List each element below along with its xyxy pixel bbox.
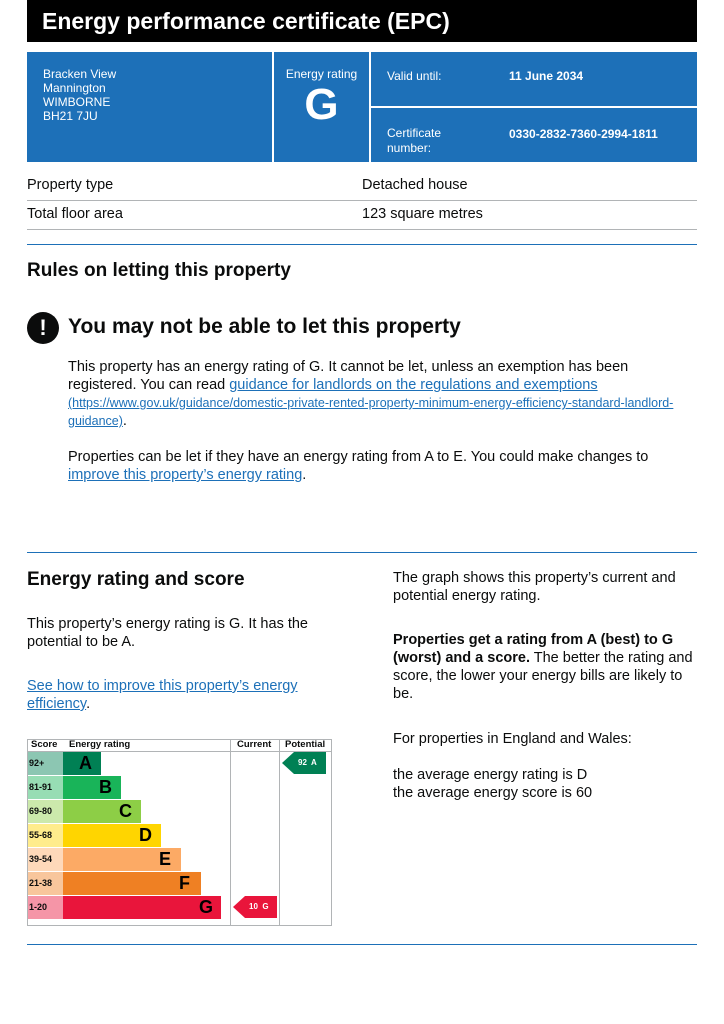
band-score-range: 81-91 [29,782,53,792]
band-score-cell [28,896,63,919]
current-rating-arrow-shape [233,896,277,918]
property-type-value: Detached house [362,177,468,193]
table-row: Property type Detached house [27,172,697,201]
rating-band-bar [63,776,121,799]
average-rating: the average energy rating is D [393,767,588,783]
improve-efficiency-paragraph: See how to improve this property’s energ… [27,677,347,713]
potential-rating-arrow-shape [282,752,326,774]
rating-explanation: Properties get a rating from A (best) to… [393,631,698,703]
rating-explanation-bold: Properties get a rating from A (best) to… [393,632,674,666]
rating-paragraph: This property’s energy rating is G. It h… [27,616,309,650]
letting-heading: Rules on letting this property [27,260,291,281]
chart-header-potential: Potential [285,739,326,750]
letting-text: This property has an energy rating of G.… [68,359,629,393]
current-rating-arrow-label: 10 G [249,902,269,911]
band-score-range: 92+ [29,758,45,768]
address-line: Bracken View [43,67,117,81]
band-score-range: 21-38 [29,878,53,888]
chart-border-right [331,739,332,926]
punctuation: . [302,467,307,483]
potential-rating-arrow-label: 92 A [298,758,317,767]
floor-area-label: Total floor area [27,206,123,222]
chart-header-score: Score [31,739,58,750]
rating-band-bar [63,824,161,847]
landlord-guidance-url[interactable]: (https://www.gov.uk/guidance/domestic-pr… [68,396,674,428]
rating-explanation-rest: The better the rating and score, the low… [393,650,693,702]
improve-rating-link[interactable]: improve this property’s energy rating [68,467,303,483]
rating-band-bar [63,896,221,919]
rating-band-letter: E [159,849,172,869]
rating-band-bar [63,872,201,895]
chart-header-current: Current [237,739,272,750]
certificate-label-line: Certificate [387,126,442,140]
improve-efficiency-link[interactable]: See how to improve this property’s energ… [27,678,298,712]
rating-band-bar [63,752,101,775]
energy-rating-letter: G [304,80,339,129]
rating-band-letter: A [79,753,92,773]
rating-band-letter: D [139,825,152,845]
rating-band-letter: C [119,801,132,821]
property-address: Bracken View Mannington WIMBORNE BH21 7J… [27,52,272,162]
certificate-number-label: Certificate number: [387,126,441,156]
band-score-cell [28,752,63,775]
warning-title: You may not be able to let this property [68,315,461,338]
certificate-label-line: number: [387,141,432,155]
certificate-number-box: Certificate number: 0330-2832-7360-2994-… [371,108,697,162]
average-score: the average energy score is 60 [393,785,593,801]
energy-rating-chart: Score Energy rating Current Potential 92… [27,739,332,926]
graph-description: The graph shows this property’s current … [393,570,676,604]
section-divider [27,944,697,945]
rating-band-bar [63,800,141,823]
band-score-cell [28,848,63,871]
current-rating-arrow [233,896,277,918]
warning-icon: ! [27,312,59,344]
chart-header-line [27,751,332,752]
band-score-range: 69-80 [29,806,53,816]
chart-border-bottom [27,925,332,926]
page-title: Energy performance certificate (EPC) [27,0,697,42]
band-score-cell [28,800,63,823]
section-divider [27,552,697,553]
valid-until-label: Valid until: [387,69,442,83]
band-score-cell [28,776,63,799]
england-wales-label: For properties in England and Wales: [393,731,632,747]
energy-rating-label: Energy rating [285,67,358,81]
valid-until-box: Valid until: 11 June 2034 [371,52,697,106]
chart-border-top [27,739,332,740]
punctuation: . [86,696,91,712]
section-divider [27,244,697,245]
certificate-summary: Bracken View Mannington WIMBORNE BH21 7J… [27,52,697,162]
band-score-range: 39-54 [29,854,53,864]
band-score-range: 1-20 [29,902,48,912]
chart-current-divider [230,739,231,926]
rating-band-letter: G [199,897,214,917]
address-line: WIMBORNE [43,95,111,109]
band-score-cell [28,824,63,847]
letting-paragraph-2: Properties can be let if they have an en… [68,448,693,484]
potential-rating-arrow [282,752,326,774]
energy-rating-box: Energy rating G [274,52,369,162]
property-type-label: Property type [27,177,114,193]
rating-band-letter: F [179,873,190,893]
address-line: BH21 7JU [43,109,98,123]
energy-rating-heading: Energy rating and score [27,569,245,590]
letting-text: Properties can be let if they have an en… [68,449,649,465]
chart-border-left [27,739,28,926]
property-details-table: Property type Detached house Total floor… [27,172,697,230]
band-score-cell [28,872,63,895]
chart-potential-divider [279,739,280,926]
table-row: Total floor area 123 square metres [27,201,697,230]
band-score-range: 55-68 [29,830,53,840]
punctuation: . [122,413,127,429]
chart-header-rating: Energy rating [69,739,131,750]
address-line: Mannington [43,81,106,95]
certificate-number-value: 0330-2832-7360-2994-1811 [509,127,658,141]
landlord-guidance-link[interactable]: guidance for landlords on the regulation… [229,377,598,393]
valid-until-value: 11 June 2034 [509,69,584,83]
letting-paragraph-1: This property has an energy rating of G.… [68,358,693,430]
rating-band-bar [63,848,181,871]
floor-area-value: 123 square metres [362,206,483,222]
rating-band-letter: B [99,777,112,797]
